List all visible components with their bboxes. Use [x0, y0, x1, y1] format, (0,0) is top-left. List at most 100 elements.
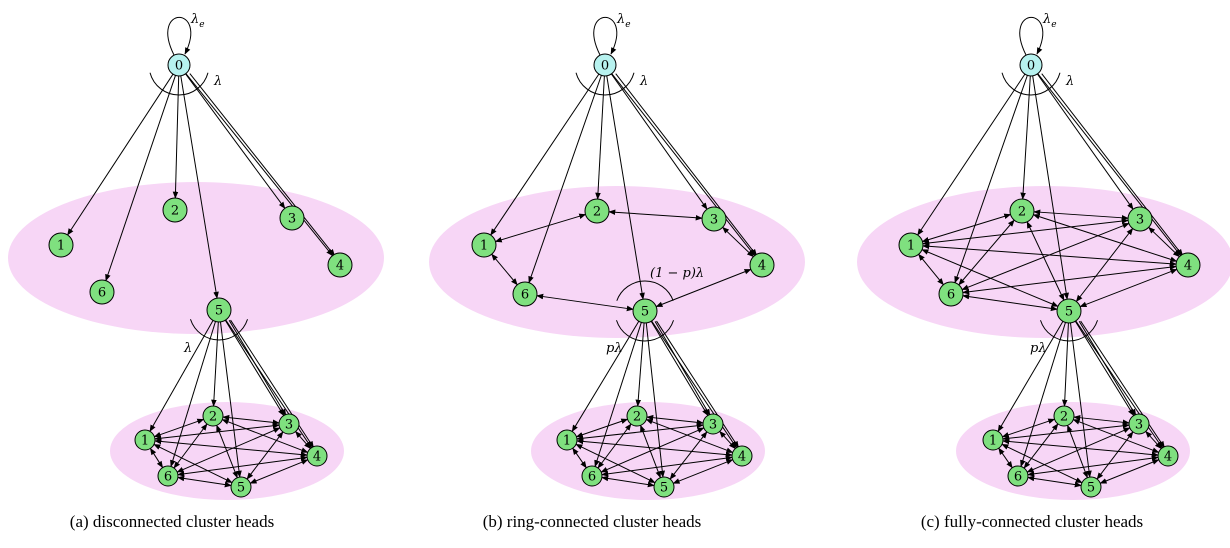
bottom-node-3-c-label: 3	[1135, 418, 1143, 433]
bottom-node-1-c: 1	[982, 429, 1004, 451]
bottom-node-1-c-circle	[982, 429, 1004, 451]
top-node-4-c-label: 4	[1184, 259, 1192, 274]
source-node-0-a-circle	[167, 53, 191, 77]
bottom-node-4-a: 4	[306, 445, 328, 467]
bottom-node-1-c-label: 1	[989, 434, 997, 449]
caption-a: (a) disconnected cluster heads	[69, 512, 275, 531]
self-loop-b	[593, 16, 618, 56]
top-node-5-a: 5	[206, 297, 232, 323]
top-node-2-a-label: 2	[171, 204, 179, 219]
between-rate-label-c: pλ	[1030, 341, 1047, 356]
top-rate-arc-b	[575, 72, 635, 96]
edge-head-to-bottom-2-a	[211, 321, 219, 407]
top-node-2-b: 2	[584, 198, 610, 224]
top-rate-label-b: λ	[639, 74, 648, 89]
edge-source-to-6-b	[528, 75, 602, 284]
edge-bottom-5-6-a	[177, 475, 232, 488]
self-loop-c	[1019, 16, 1044, 56]
top-node-4-a-label: 4	[336, 259, 344, 274]
bottom-node-1-b: 1	[556, 429, 578, 451]
top-cluster-region-b	[429, 186, 805, 338]
bottom-node-3-c-circle	[1128, 413, 1150, 435]
bottom-node-6-b-circle	[581, 465, 603, 487]
top-node-2-a: 2	[162, 197, 188, 223]
top-node-5-a-label: 5	[215, 304, 223, 319]
bottom-node-6-c-label: 6	[1014, 470, 1022, 485]
bottom-node-4-b-label: 4	[738, 450, 746, 465]
source-node-0-c: 0	[1019, 53, 1043, 77]
source-node-0-a: 0	[167, 53, 191, 77]
bottom-node-3-b-circle	[702, 413, 724, 435]
bottom-node-6-c-circle	[1007, 465, 1029, 487]
between-rate-label-b: pλ	[606, 341, 623, 356]
edge-source-to-5-b	[606, 75, 645, 300]
bottom-node-5-c-label: 5	[1087, 481, 1095, 496]
between-rate-arc-c	[1039, 320, 1099, 342]
edge-head-to-bottom-1-c	[997, 321, 1064, 432]
edge-bottom-1-6-c	[998, 447, 1013, 469]
head-rate-label-b: (1 − p)λ	[650, 266, 704, 281]
head-rate-arc-b	[616, 280, 674, 301]
bottom-node-6-a-circle	[157, 465, 179, 487]
self-loop-label-a: λe	[190, 12, 205, 30]
top-node-6-a: 6	[89, 279, 115, 305]
edge-head-to-bottom-3b-c	[1078, 321, 1137, 417]
edge-bottom-3-4-a	[295, 430, 311, 450]
edge-top-3-4-c	[1148, 226, 1180, 258]
top-node-5-b: 5	[632, 298, 658, 324]
bottom-node-5-c-circle	[1080, 476, 1102, 498]
bottom-node-3-b-label: 3	[709, 418, 717, 433]
top-node-1-c-circle	[898, 232, 924, 258]
bottom-node-6-a: 6	[157, 465, 179, 487]
edge-source-to-4b-a	[189, 73, 335, 257]
top-node-1-a-circle	[48, 232, 74, 258]
edge-top-3-4-b	[722, 226, 754, 258]
edge-source-to-2-a	[172, 75, 180, 199]
edge-bottom-1-6-a	[149, 447, 164, 469]
bottom-node-3-c: 3	[1128, 413, 1150, 435]
edge-bottom-5-6-b	[601, 475, 655, 488]
edge-source-to-4-b	[611, 73, 756, 257]
bottom-node-5-b: 5	[653, 476, 675, 498]
caption-c: (c) fully-connected cluster heads	[920, 512, 1144, 531]
source-node-0-b-label: 0	[601, 59, 609, 74]
bottom-node-6-a-label: 6	[164, 470, 172, 485]
edge-bottom-3-4-c	[1145, 430, 1162, 450]
top-node-2-c-label: 2	[1018, 205, 1026, 220]
bottom-node-4-c-label: 4	[1164, 450, 1172, 465]
edge-source-to-4b-b	[615, 73, 758, 257]
edge-bottom-4-6-a	[177, 455, 308, 477]
top-node-2-a-circle	[162, 197, 188, 223]
edge-top-1-2-b	[494, 213, 587, 243]
source-node-0-b: 0	[593, 53, 617, 77]
source-node-0-b-circle	[593, 53, 617, 77]
bottom-node-5-c: 5	[1080, 476, 1102, 498]
bottom-node-4-a-label: 4	[313, 450, 321, 465]
bottom-node-4-a-circle	[306, 445, 328, 467]
bottom-node-3-a: 3	[278, 413, 300, 435]
top-node-4-a: 4	[327, 252, 353, 278]
top-node-2-b-circle	[584, 198, 610, 224]
bottom-node-2-b: 2	[626, 405, 648, 427]
edge-top-4-5-b	[655, 268, 752, 308]
top-cluster-region-c	[857, 186, 1230, 338]
source-node-0-c-label: 0	[1027, 59, 1035, 74]
bottom-node-2-a-circle	[202, 405, 224, 427]
edge-top-5-6-b	[536, 293, 634, 312]
top-cluster-region-a	[8, 182, 384, 334]
edge-source-to-2-b	[595, 75, 605, 200]
edge-source-to-2-c	[1020, 75, 1031, 200]
top-node-4-c: 4	[1175, 252, 1201, 278]
top-node-3-c-label: 3	[1136, 213, 1144, 228]
top-node-5-a-circle	[206, 297, 232, 323]
top-node-3-c-circle	[1127, 206, 1153, 232]
top-rate-arc-c	[1001, 72, 1061, 96]
bottom-node-1-a-circle	[134, 429, 156, 451]
top-node-3-a-circle	[279, 205, 305, 231]
bottom-node-5-b-label: 5	[660, 481, 668, 496]
top-node-3-a: 3	[279, 205, 305, 231]
bottom-node-2-b-circle	[626, 405, 648, 427]
edge-source-to-3-b	[610, 73, 708, 210]
top-node-3-b-circle	[701, 206, 727, 232]
top-node-1-b-circle	[471, 232, 497, 258]
